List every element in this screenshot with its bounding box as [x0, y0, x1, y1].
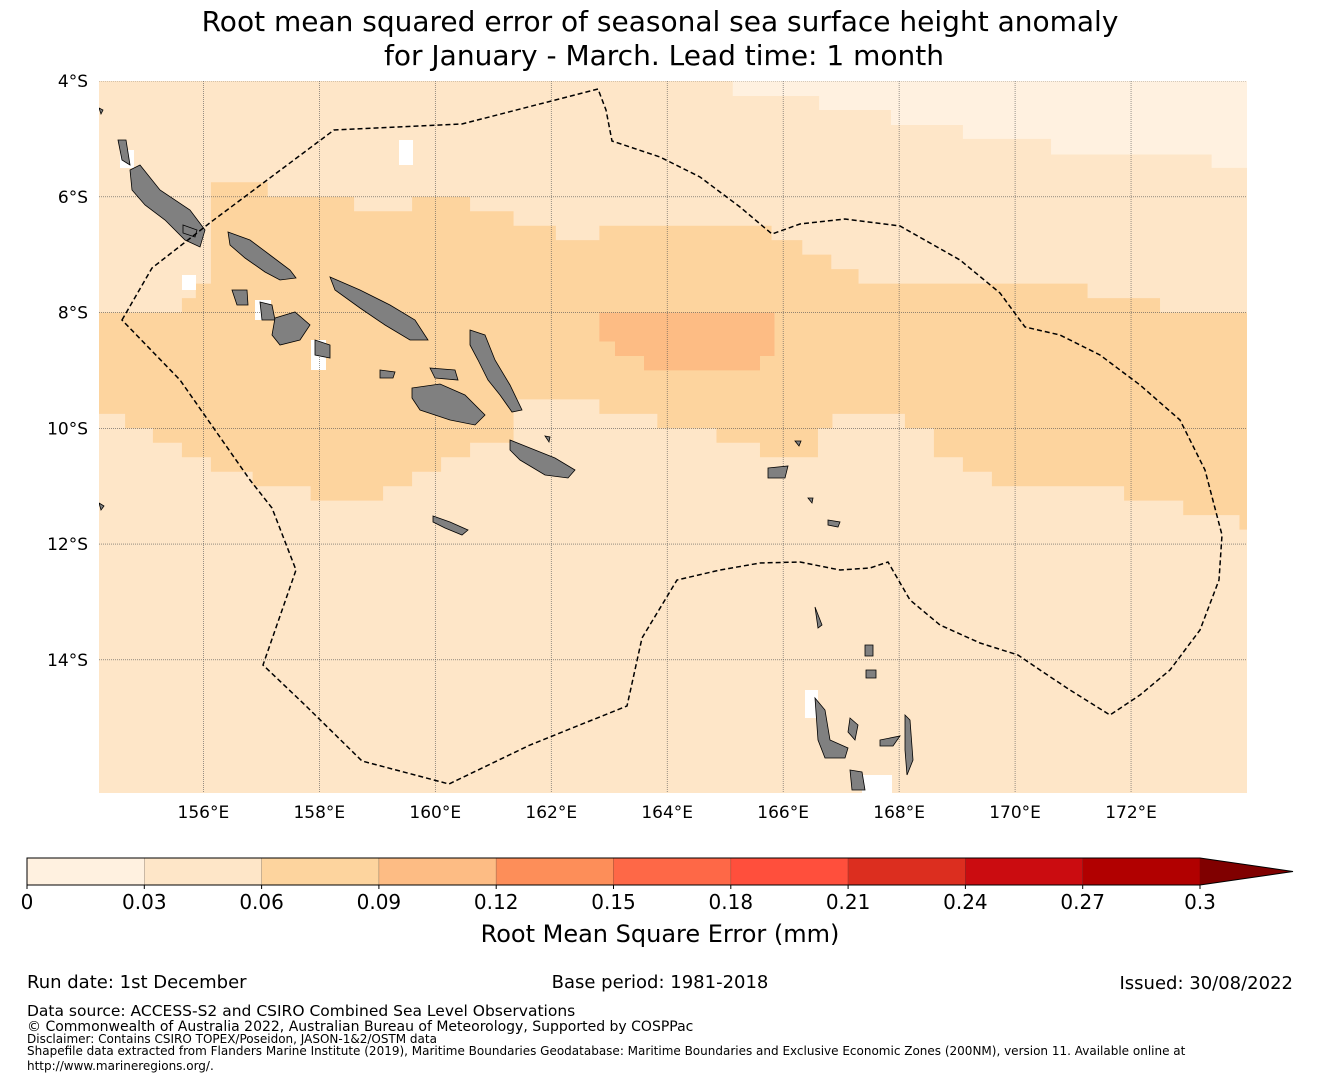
colorbar-bin-0.21-0.24	[847, 857, 966, 886]
title-line-2: for January - March. Lead time: 1 month	[384, 39, 944, 72]
colorbar-label: Root Mean Square Error (mm)	[481, 920, 840, 948]
island	[847, 717, 859, 741]
island	[117, 139, 131, 166]
island	[865, 669, 877, 679]
masked-cell	[862, 775, 892, 793]
lat-tick-label: 6°S	[58, 188, 88, 208]
copyright: © Commonwealth of Australia 2022, Austra…	[27, 1019, 693, 1035]
island	[469, 329, 523, 413]
colorbar-tick-label: 0.06	[239, 890, 284, 914]
island	[379, 369, 396, 379]
island	[807, 497, 814, 504]
title-line-1: Root mean squared error of seasonal sea …	[202, 5, 1119, 38]
lon-tick-label: 170°E	[989, 803, 1041, 823]
colorbar-bin-0.03-0.06	[144, 857, 262, 886]
island	[794, 440, 802, 447]
colorbar-tick-label: 0.18	[709, 890, 754, 914]
island	[544, 435, 551, 444]
colorbar-tick-label: 0.27	[1060, 890, 1105, 914]
lat-tick-label: 14°S	[47, 651, 88, 671]
masked-cell	[182, 275, 196, 290]
lon-tick-label: 168°E	[873, 803, 925, 823]
colorbar-tick-label: 0.03	[122, 890, 167, 914]
colorbar-bin-0.12-0.15	[495, 857, 614, 886]
island	[182, 224, 198, 238]
lon-tick-label: 160°E	[409, 803, 461, 823]
colorbar-tick-label: 0.15	[591, 890, 636, 914]
island	[99, 107, 104, 116]
masked-cell	[805, 690, 818, 718]
lon-tick-label: 166°E	[757, 803, 809, 823]
marineregions-url[interactable]: http://www.marineregions.org/.	[27, 1059, 214, 1073]
shapefile-credit: Shapefile data extracted from Flanders M…	[27, 1044, 1186, 1058]
run-date: Run date: 1st December	[27, 972, 247, 993]
lat-tick-label: 4°S	[58, 72, 88, 92]
disclaimer: Disclaimer: Contains CSIRO TOPEX/Poseido…	[27, 1032, 437, 1046]
colorbar-tick-label: 0.21	[826, 890, 871, 914]
heatmap-region-0.09-0.12	[599, 312, 775, 371]
colorbar-bin-0-0.03	[26, 857, 145, 886]
island	[827, 519, 841, 528]
lat-tick-label: 8°S	[58, 304, 88, 324]
lon-tick-label: 172°E	[1105, 803, 1157, 823]
colorbar-tick-label: 0.09	[357, 890, 402, 914]
colorbar-extend-arrow	[1200, 858, 1293, 885]
lon-tick-label: 164°E	[641, 803, 693, 823]
lon-tick-label: 162°E	[525, 803, 577, 823]
island	[864, 644, 874, 657]
island	[509, 439, 576, 479]
colorbar-bin-0.24-0.27	[965, 857, 1084, 886]
lat-tick-label: 12°S	[47, 535, 88, 555]
colorbar-tick-label: 0.24	[943, 890, 988, 914]
base-period: Base period: 1981-2018	[552, 972, 769, 993]
colorbar-bin-0.18-0.21	[730, 857, 849, 886]
island	[329, 276, 429, 341]
heatmap-region-0-0.03	[732, 81, 1247, 168]
lon-tick-label: 158°E	[293, 803, 345, 823]
eez-boundary	[121, 88, 1223, 785]
island	[271, 311, 311, 346]
island	[904, 714, 914, 776]
island	[814, 606, 823, 629]
island	[227, 231, 297, 281]
map-panel	[99, 81, 1247, 793]
island	[432, 515, 469, 536]
lat-tick-label: 10°S	[47, 419, 88, 439]
masked-cell	[399, 140, 413, 165]
island	[767, 465, 789, 479]
colorbar-tick-label: 0.12	[474, 890, 519, 914]
colorbar-tick-label: 0	[21, 890, 34, 914]
data-source: Data source: ACCESS-S2 and CSIRO Combine…	[27, 1002, 575, 1020]
island	[879, 735, 901, 747]
island	[314, 339, 331, 359]
issued-date: Issued: 30/08/2022	[1119, 973, 1293, 994]
lon-tick-label: 156°E	[178, 803, 230, 823]
colorbar-outline	[26, 857, 1294, 886]
island	[99, 502, 105, 511]
colorbar-bin-0.06-0.09	[261, 857, 380, 886]
island	[429, 367, 459, 381]
colorbar-bin-0.27-0.3	[1082, 857, 1201, 886]
colorbar-tick-label: 0.3	[1184, 890, 1216, 914]
colorbar-bin-0.09-0.12	[378, 857, 497, 886]
island	[814, 696, 849, 759]
colorbar: 0 0.03 0.06 0.09 0.12 0.15 0.18 0.21 0.24 0.27 0.3	[21, 857, 1294, 914]
colorbar-bin-0.15-0.18	[613, 857, 732, 886]
island	[849, 769, 866, 791]
island	[231, 289, 249, 306]
island	[411, 383, 486, 426]
